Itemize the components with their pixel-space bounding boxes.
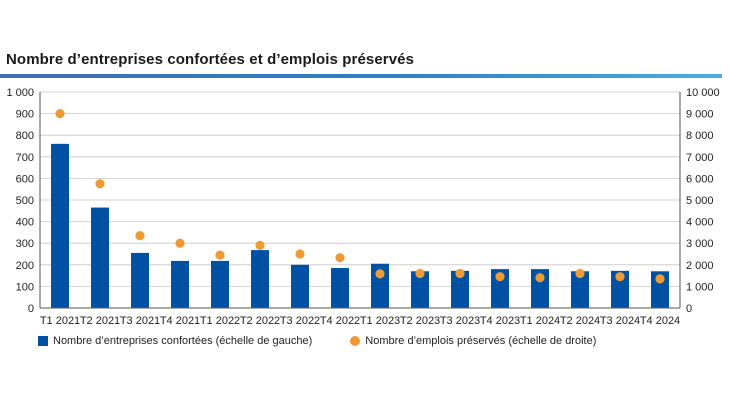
right-tick-label: 7 000 xyxy=(686,152,714,164)
x-axis-ticks: T1 2021 T2 2021 T3 2021 T4 2021 T1 2022 T2 20… xyxy=(40,315,680,327)
right-axis-ticks: 0 1 000 2 000 3 000 4 000 5 000 6 000 7 000 8 00… xyxy=(686,87,720,315)
x-tick-label: T1 2022 xyxy=(200,315,240,327)
dot-series xyxy=(55,109,665,284)
dot xyxy=(615,272,625,282)
x-tick-label: T3 2021 xyxy=(120,315,160,327)
bar xyxy=(211,260,229,308)
bar xyxy=(411,271,429,308)
dot xyxy=(655,274,665,284)
dot xyxy=(495,272,505,282)
x-tick-label: T1 2024 xyxy=(520,315,560,327)
x-tick-label: T2 2021 xyxy=(80,315,120,327)
dot xyxy=(175,238,185,248)
left-tick-label: 700 xyxy=(16,152,34,164)
dot xyxy=(375,269,385,279)
bar xyxy=(451,270,469,308)
legend-label-bars: Nombre d’entreprises confortées (échelle… xyxy=(53,335,313,347)
dot xyxy=(535,273,545,283)
dot xyxy=(335,253,345,263)
legend: Nombre d’entreprises confortées (échelle… xyxy=(38,335,634,347)
right-tick-label: 9 000 xyxy=(686,109,714,121)
dot xyxy=(415,268,425,279)
dot xyxy=(95,179,105,189)
right-tick-label: 2 000 xyxy=(686,260,714,272)
bar xyxy=(51,143,69,308)
left-tick-label: 300 xyxy=(16,238,34,250)
right-tick-label: 4 000 xyxy=(686,217,714,229)
x-tick-label: T3 2024 xyxy=(600,315,640,327)
right-tick-label: 3 000 xyxy=(686,238,714,250)
left-tick-label: 200 xyxy=(16,260,34,272)
dot xyxy=(575,268,585,279)
left-tick-label: 0 xyxy=(28,303,34,315)
right-tick-label: 10 000 xyxy=(686,87,720,99)
left-tick-label: 100 xyxy=(16,281,34,293)
x-tick-label: T1 2021 xyxy=(40,315,80,327)
bar xyxy=(131,252,149,308)
x-tick-label: T4 2022 xyxy=(320,315,360,327)
left-axis-ticks: 0 100 200 300 400 500 600 700 800 900 1 000 xyxy=(6,87,34,315)
legend-swatch-dots xyxy=(350,336,361,346)
left-tick-label: 800 xyxy=(16,130,34,142)
chart-title: Nombre d’entreprises confortées et d’emp… xyxy=(6,51,415,68)
title-rule xyxy=(0,74,722,78)
right-tick-label: 1 000 xyxy=(686,281,714,293)
right-tick-label: 0 xyxy=(686,303,692,315)
right-tick-label: 6 000 xyxy=(686,173,714,185)
bar xyxy=(291,264,309,308)
dot xyxy=(455,268,465,279)
bar xyxy=(651,271,669,308)
left-tick-label: 900 xyxy=(16,109,34,121)
x-tick-label: T4 2023 xyxy=(480,315,520,327)
x-tick-label: T1 2023 xyxy=(360,315,400,327)
bar xyxy=(531,269,549,308)
right-tick-label: 8 000 xyxy=(686,130,714,142)
bar xyxy=(91,207,109,308)
bar xyxy=(611,270,629,308)
x-tick-label: T2 2023 xyxy=(400,315,440,327)
x-tick-label: T2 2024 xyxy=(560,315,600,327)
right-tick-label: 5 000 xyxy=(686,195,714,207)
legend-swatch-bars xyxy=(38,336,48,346)
x-tick-label: T3 2022 xyxy=(280,315,320,327)
dot xyxy=(295,249,305,259)
dot xyxy=(215,250,225,260)
axes xyxy=(39,92,681,309)
x-tick-label: T2 2022 xyxy=(240,315,280,327)
left-tick-label: 600 xyxy=(16,173,34,185)
x-tick-label: T4 2024 xyxy=(640,315,680,327)
left-tick-label: 400 xyxy=(16,217,34,229)
bar-series xyxy=(51,143,669,308)
bar xyxy=(171,260,189,308)
dot xyxy=(255,240,265,250)
bar xyxy=(251,250,269,308)
legend-item-bars: Nombre d’entreprises confortées (échelle… xyxy=(38,335,312,347)
bar xyxy=(571,271,589,308)
x-tick-label: T4 2021 xyxy=(160,315,200,327)
bar xyxy=(331,268,349,308)
left-tick-label: 500 xyxy=(16,195,34,207)
dot xyxy=(55,109,65,119)
left-tick-label: 1 000 xyxy=(6,87,34,99)
dot xyxy=(135,231,145,241)
legend-item-dots: Nombre d’emplois préservés (échelle de d… xyxy=(350,335,596,347)
x-tick-label: T3 2023 xyxy=(440,315,480,327)
bar xyxy=(491,269,509,308)
legend-label-dots: Nombre d’emplois préservés (échelle de d… xyxy=(365,335,597,347)
